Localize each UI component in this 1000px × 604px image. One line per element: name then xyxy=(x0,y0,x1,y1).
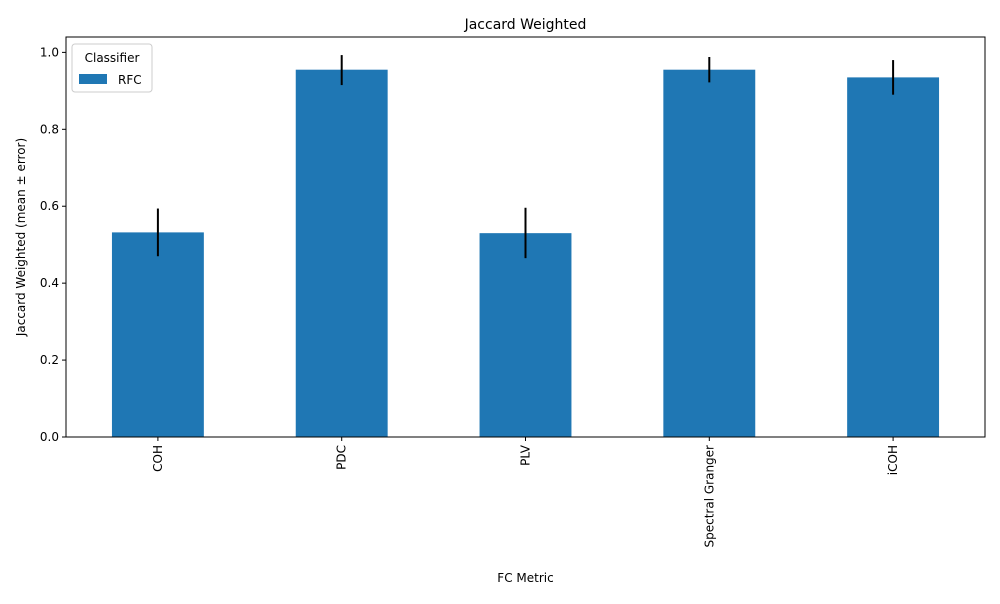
legend-title: Classifier xyxy=(85,51,140,65)
chart-title: Jaccard Weighted xyxy=(464,17,587,33)
bar xyxy=(111,232,204,437)
x-tick-label: PDC xyxy=(335,445,349,470)
y-tick-label: 0.8 xyxy=(40,122,59,136)
x-tick-label: iCOH xyxy=(886,445,900,475)
x-tick-label: PLV xyxy=(519,444,533,466)
legend-label-rfc: RFC xyxy=(118,73,142,87)
plot-area: COH PDC PLV Spectral Granger iCOH 0.0 0.2 0.4 0.… xyxy=(40,36,986,548)
bar xyxy=(663,69,756,437)
bar xyxy=(295,69,388,437)
bar xyxy=(847,77,940,437)
y-tick-label: 1.0 xyxy=(40,45,59,59)
y-tick-label: 0.4 xyxy=(40,276,59,290)
y-axis-label: Jaccard Weighted (mean ± error) xyxy=(14,138,28,337)
x-tick-label: Spectral Granger xyxy=(702,445,716,548)
y-tick-label: 0.2 xyxy=(40,353,59,367)
x-tick-label: COH xyxy=(151,445,165,472)
bar xyxy=(479,233,572,437)
y-tick-label: 0.0 xyxy=(40,430,59,444)
plot-frame xyxy=(65,36,986,438)
y-tick-label: 0.6 xyxy=(40,199,59,213)
legend: Classifier RFC xyxy=(71,43,153,93)
x-axis-label: FC Metric xyxy=(497,571,553,585)
legend-swatch-rfc xyxy=(79,74,107,84)
